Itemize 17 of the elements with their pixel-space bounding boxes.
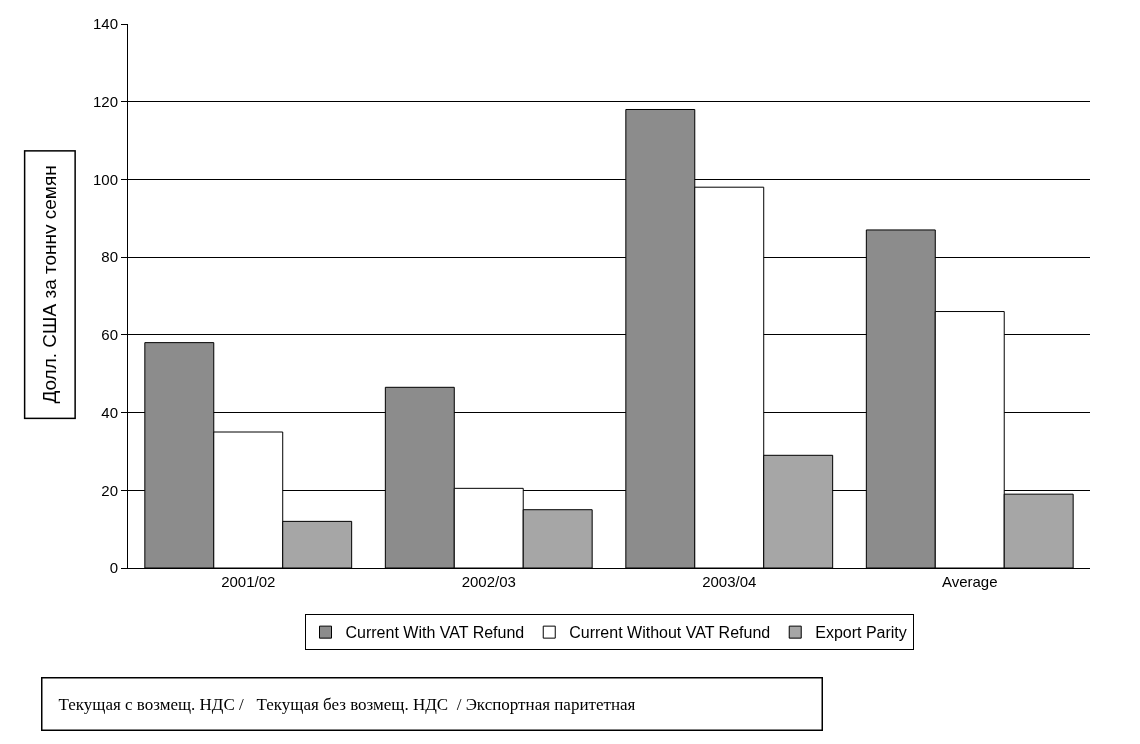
legend-label: Export Parity — [815, 624, 907, 642]
x-tick-label: 2002/03 — [461, 573, 516, 590]
y-tick-label: 80 — [101, 248, 118, 266]
x-tick-label: Average — [941, 573, 998, 590]
x-tick-label: 2003/04 — [702, 573, 757, 590]
legend-label: Current With VAT Refund — [345, 624, 525, 642]
y-tick-label: 40 — [101, 403, 118, 421]
y-axis-title: Долл. США за тоннv семян — [39, 165, 61, 404]
text: Текущая с возмещ. НДС / Текущая без возмещ. НДС / Экспортная паритетная — [58, 694, 806, 714]
x-tick-label: 2001/02 — [221, 573, 276, 590]
y-tick-label: 140 — [92, 15, 118, 33]
y-tick-label: 0 — [109, 559, 118, 577]
y-tick-label: 100 — [92, 170, 118, 188]
legend-label: Current Without VAT Refund — [569, 624, 771, 642]
y-tick-label: 60 — [101, 326, 118, 344]
y-tick-label: 120 — [92, 92, 118, 110]
y-tick-label: 20 — [101, 481, 118, 499]
